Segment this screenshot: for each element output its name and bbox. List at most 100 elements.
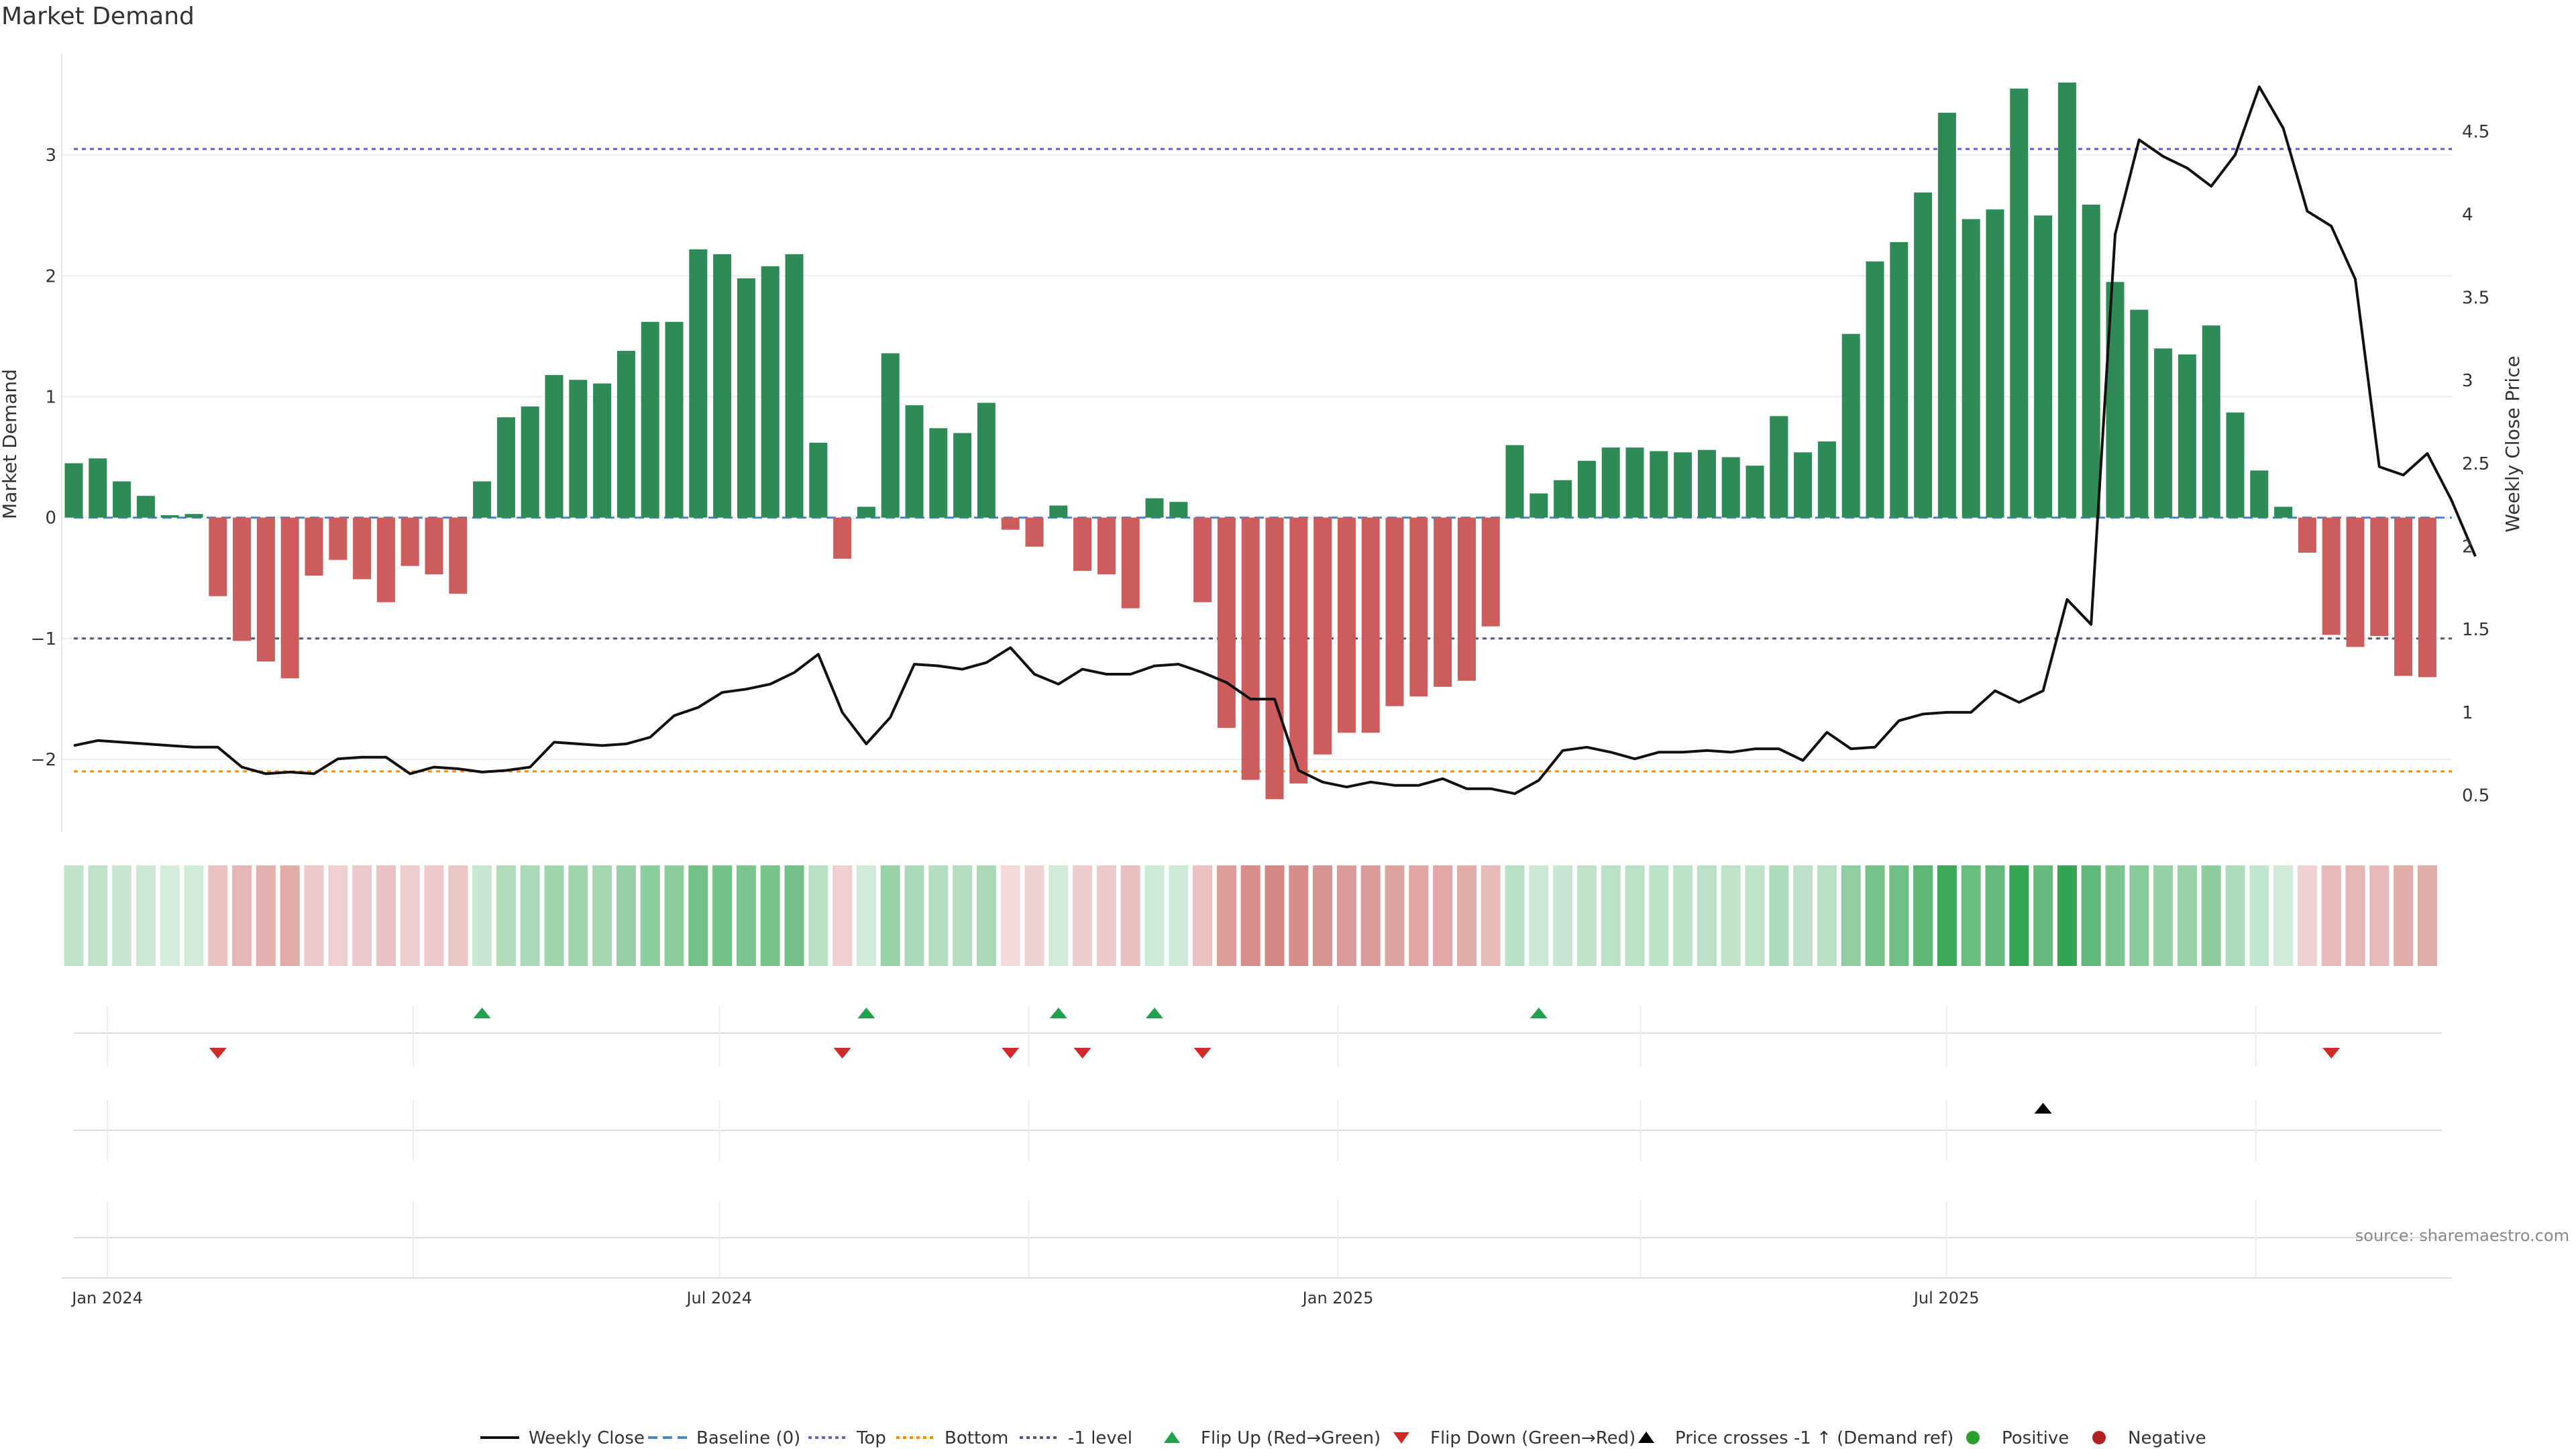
axes: −2 −1 0 1 2 3 0.5 1 1.5 2 2.5 3 3.5 4 4.5 Jan 2024 Jul 2… [31,54,2489,1307]
heat-cell [953,865,973,966]
heat-cell [688,865,708,966]
demand-bar [2082,205,2100,518]
heat-cell [184,865,204,966]
legend-item: Flip Down (Green→Red) [1393,1428,1635,1448]
heat-cell [1456,865,1477,966]
legend-label: Bottom [945,1428,1008,1448]
heat-cell [1000,865,1020,966]
demand-bar [1554,480,1572,518]
legend-item: Price crosses -1 ↑ (Demand ref) [1638,1428,1953,1448]
demand-bar [1721,457,1740,518]
demand-bar [616,350,635,518]
demand-bar [1073,517,1092,571]
demand-bar [1529,493,1548,518]
heat-cell [520,865,540,966]
legend-item: Baseline (0) [648,1428,800,1448]
demand-bar [569,380,588,518]
flip-down-icon [1193,1048,1212,1059]
source-note: source: sharemaestro.com [2355,1226,2569,1245]
legend-label: Weekly Close [529,1428,645,1448]
heat-cell [2417,865,2437,966]
heat-cell [2201,865,2221,966]
heat-cell [1289,865,1309,966]
demand-bar [1577,460,1596,518]
heat-cell [376,865,396,966]
y-tick-label: −1 [31,629,56,649]
demand-bar [1914,192,1933,518]
heat-cell [1336,865,1356,966]
heat-cell [424,865,444,966]
heat-cell [2033,865,2053,966]
demand-bar [1890,241,1909,518]
heat-cell [1193,865,1213,966]
heat-cell [1049,865,1069,966]
heat-cell [880,865,900,966]
demand-bar [2130,309,2149,518]
demand-bar [881,353,900,518]
flip-down-icon [833,1048,851,1059]
heat-cell [328,865,348,966]
demand-bar [2322,517,2341,635]
flip-up-icon [473,1008,491,1018]
legend-item: Weekly Close [480,1428,645,1448]
heat-cell [2369,865,2390,966]
heat-cell [1409,865,1429,966]
heat-cell [736,865,756,966]
heat-cell [1265,865,1285,966]
demand-bar [1457,517,1476,681]
demand-bar [496,417,515,518]
flip-up-icon [857,1008,875,1018]
heat-cell [1073,865,1093,966]
heat-cell [1601,865,1621,966]
demand-bar [1601,447,1620,518]
circle-icon [1966,1431,1980,1444]
flip-up-icon [1146,1008,1163,1018]
flip-up-icon [1529,1008,1548,1018]
heat-cell [1576,865,1597,966]
demand-bar [1650,451,1668,518]
y-axis-label: Market Demand [0,369,21,519]
y2-tick-label: 3.5 [2462,288,2489,308]
heat-cell [1120,865,1140,966]
demand-bar [376,517,395,602]
demand-bar [1841,333,1860,518]
y2-axis-label: Weekly Close Price [2502,356,2524,532]
demand-bar [1937,113,1956,518]
heat-cell [472,865,492,966]
demand-bar [2250,470,2269,518]
demand-bar [305,517,323,576]
y-tick-label: 3 [45,146,56,166]
demand-bar [857,506,875,518]
heat-cell [2225,865,2245,966]
heat-cell [1385,865,1405,966]
y2-tick-label: 4.5 [2462,122,2489,142]
demand-bar [689,249,708,518]
heat-cell [592,865,612,966]
heat-cell [856,865,876,966]
demand-bar [329,517,347,560]
demand-bar [521,406,539,518]
heat-cell [1433,865,1453,966]
heat-cell [1169,865,1189,966]
heat-cell [1961,865,1981,966]
flip-up-icon [1049,1008,1067,1018]
y2-tick-label: 2.5 [2462,454,2489,474]
demand-bar [184,514,203,518]
demand-bar [1385,517,1404,706]
demand-heat-strip [64,865,2437,966]
demand-bar [1962,219,1980,518]
demand-bar [2274,506,2293,518]
demand-bar [1361,517,1380,733]
heat-cell [1865,865,1885,966]
demand-bar [1794,452,1813,518]
y-tick-label: −2 [31,750,56,770]
demand-bar [2298,517,2316,553]
legend: Weekly Close Baseline (0) Top Bottom -1 leve… [480,1428,2206,1448]
demand-bar [2178,354,2196,518]
demand-bar [1169,502,1188,518]
event-markers [62,1006,2452,1279]
flip-down-icon [1073,1048,1091,1059]
demand-bar [2034,215,2053,518]
triangle-down-icon [1393,1432,1409,1444]
demand-bar [400,517,419,566]
